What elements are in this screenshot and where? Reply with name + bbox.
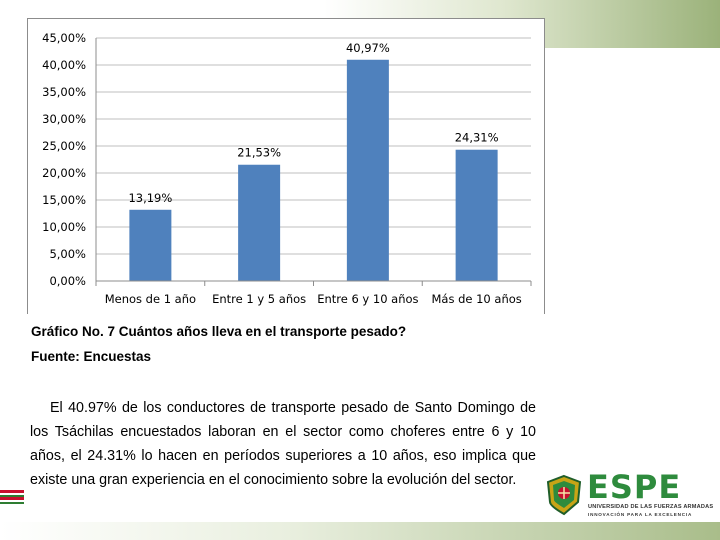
logo-wordmark: ESPE [587, 468, 682, 506]
university-seal-icon [546, 474, 582, 516]
slide-content [25, 314, 545, 522]
y-tick-label: 15,00% [42, 193, 86, 207]
bar [238, 164, 281, 281]
bottom-decor-band [0, 522, 720, 540]
y-tick-label: 35,00% [42, 85, 86, 99]
chart-source: Fuente: Encuestas [31, 349, 152, 364]
bar-chart: 0,00% 5,00% 10,00% 15,00% 20,00% 25,00% 30,00%… [42, 31, 532, 306]
y-tick-label: 40,00% [42, 58, 86, 72]
logo-tagline: INNOVACIÓN PARA LA EXCELENCIA [588, 512, 693, 517]
bar [129, 209, 172, 281]
data-label: 13,19% [128, 191, 172, 205]
y-tick-label: 10,00% [42, 220, 86, 234]
x-category-label: Entre 1 y 5 años [212, 292, 306, 306]
y-tick-label: 45,00% [42, 31, 86, 45]
body-paragraph: El 40.97% de los conductores de transpor… [30, 400, 536, 488]
x-category-label: Más de 10 años [431, 292, 521, 306]
bar [455, 149, 498, 281]
flag-strip [0, 490, 24, 504]
y-tick-label: 20,00% [42, 166, 86, 180]
y-tick-label: 0,00% [49, 274, 86, 288]
data-label: 24,31% [455, 131, 499, 145]
data-label: 21,53% [237, 146, 281, 160]
x-category-label: Menos de 1 año [105, 292, 196, 306]
espe-logo: ESPE UNIVERSIDAD DE LAS FUERZAS ARMADAS … [545, 468, 714, 520]
chart-panel: 0,00% 5,00% 10,00% 15,00% 20,00% 25,00% 30,00%… [27, 18, 545, 316]
x-category-label: Entre 6 y 10 años [317, 292, 418, 306]
chart-caption: Gráfico No. 7 Cuántos años lleva en el t… [31, 324, 407, 339]
y-tick-label: 5,00% [49, 247, 86, 261]
bar [346, 59, 389, 282]
logo-subtitle: UNIVERSIDAD DE LAS FUERZAS ARMADAS [588, 504, 714, 510]
y-tick-label: 25,00% [42, 139, 86, 153]
y-tick-label: 30,00% [42, 112, 86, 126]
data-label: 40,97% [346, 41, 390, 55]
